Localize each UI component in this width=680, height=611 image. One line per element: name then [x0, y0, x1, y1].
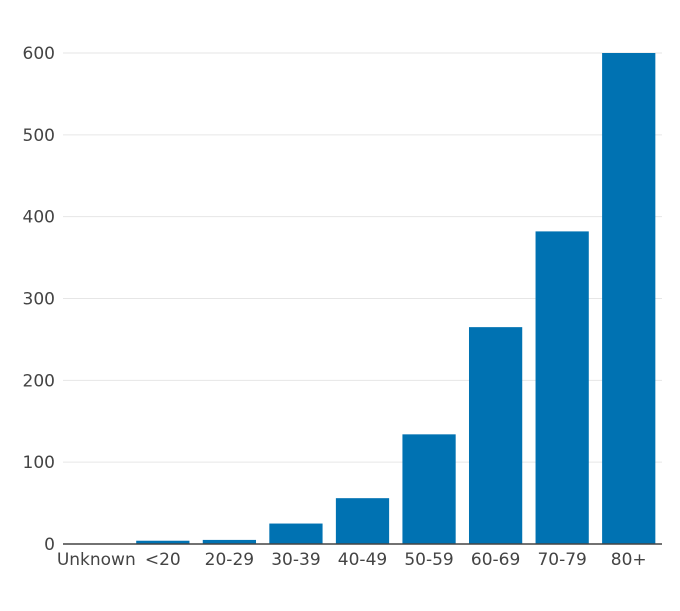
bar-<20	[136, 540, 190, 544]
x-tick-label: 40-49	[338, 550, 387, 570]
y-tick-label: 200	[23, 371, 55, 391]
x-tick-label: 80+	[611, 550, 647, 570]
y-axis-tick-labels: 0 100 200 300 400 500 600	[23, 44, 55, 555]
x-tick-label: 20-29	[205, 550, 254, 570]
x-axis-tick-labels: Unknown <20 20-29 30-39 40-49 50-59 60-69 70-79…	[57, 550, 647, 570]
bar-60-69	[468, 327, 523, 544]
bar-20-29	[202, 539, 257, 544]
x-tick-label: 70-79	[537, 550, 586, 570]
x-tick-label: <20	[145, 550, 181, 570]
bar-40-49	[335, 498, 390, 544]
x-tick-label: 60-69	[471, 550, 520, 570]
x-tick-label: 50-59	[404, 550, 453, 570]
x-tick-label: 30-39	[271, 550, 320, 570]
bar-30-39	[269, 523, 323, 544]
y-tick-label: 500	[23, 126, 55, 146]
y-tick-label: 100	[23, 453, 55, 473]
bar-50-59	[402, 434, 456, 544]
x-tick-label: Unknown	[57, 550, 136, 570]
y-tick-label: 400	[23, 208, 55, 228]
y-tick-label: 0	[44, 535, 55, 555]
y-tick-label: 600	[23, 44, 55, 64]
y-tick-label: 300	[23, 290, 55, 310]
bars	[136, 53, 656, 544]
bar-80+	[602, 53, 656, 544]
bar-70-79	[535, 231, 589, 544]
